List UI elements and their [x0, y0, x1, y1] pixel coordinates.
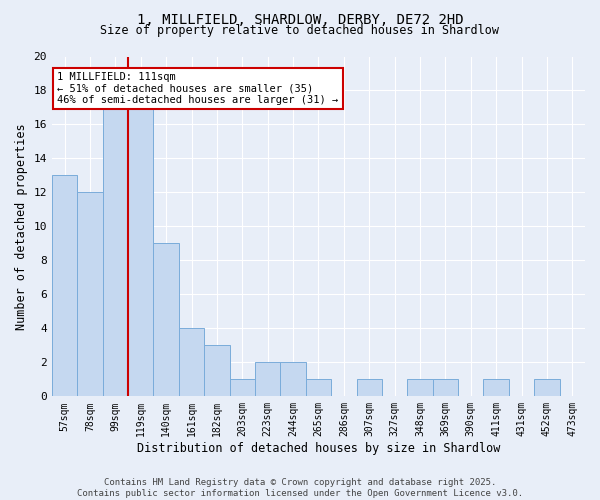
Bar — [154, 244, 179, 396]
Bar — [407, 380, 433, 396]
Bar — [230, 380, 255, 396]
Bar — [204, 346, 230, 397]
Bar — [103, 108, 128, 397]
Bar — [356, 380, 382, 396]
Bar — [179, 328, 204, 396]
Text: 1, MILLFIELD, SHARDLOW, DERBY, DE72 2HD: 1, MILLFIELD, SHARDLOW, DERBY, DE72 2HD — [137, 12, 463, 26]
Bar — [484, 380, 509, 396]
Bar — [306, 380, 331, 396]
Text: Size of property relative to detached houses in Shardlow: Size of property relative to detached ho… — [101, 24, 499, 37]
Bar — [255, 362, 280, 396]
Bar — [280, 362, 306, 396]
Y-axis label: Number of detached properties: Number of detached properties — [15, 123, 28, 330]
Bar — [433, 380, 458, 396]
Bar — [534, 380, 560, 396]
Text: Contains HM Land Registry data © Crown copyright and database right 2025.
Contai: Contains HM Land Registry data © Crown c… — [77, 478, 523, 498]
Bar — [52, 176, 77, 396]
Bar — [77, 192, 103, 396]
Bar — [128, 108, 154, 397]
X-axis label: Distribution of detached houses by size in Shardlow: Distribution of detached houses by size … — [137, 442, 500, 455]
Text: 1 MILLFIELD: 111sqm
← 51% of detached houses are smaller (35)
46% of semi-detach: 1 MILLFIELD: 111sqm ← 51% of detached ho… — [57, 72, 338, 105]
